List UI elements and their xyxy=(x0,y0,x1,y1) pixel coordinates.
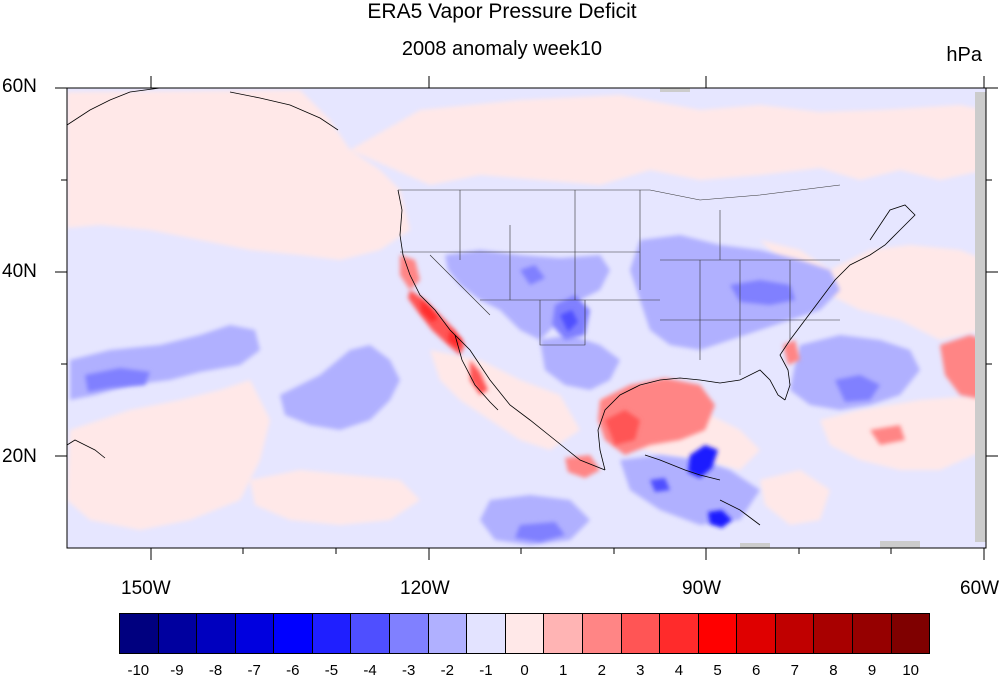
colorbar-swatch xyxy=(698,614,738,653)
colorbar-label: 4 xyxy=(674,662,684,679)
colorbar-swatch xyxy=(428,614,468,653)
colorbar-swatch xyxy=(737,614,776,653)
colorbar-swatch xyxy=(891,614,930,653)
colorbar-swatch xyxy=(814,614,853,653)
colorbar-label: -2 xyxy=(440,662,454,679)
colorbar-swatch xyxy=(660,614,699,653)
colorbar-label: -9 xyxy=(170,662,184,679)
colorbar-swatch xyxy=(351,614,391,653)
lat-label-60n: 60N xyxy=(2,76,37,97)
positive-hot-areas xyxy=(420,300,462,348)
us-state-borders xyxy=(398,184,841,375)
colorbar-swatch xyxy=(621,614,661,653)
colorbar-swatch xyxy=(467,614,506,653)
colorbar-label: 7 xyxy=(790,662,799,679)
colorbar-label: -7 xyxy=(247,662,261,679)
colorbar-label: -10 xyxy=(127,662,150,679)
colorbar-label: 6 xyxy=(752,662,761,679)
colorbar-label: 10 xyxy=(902,662,920,679)
lon-label-90w: 90W xyxy=(682,578,722,599)
lat-label-20n: 20N xyxy=(2,446,37,467)
colorbar-label: 8 xyxy=(829,662,838,679)
colorbar-swatch xyxy=(235,614,275,653)
colorbar-label: 3 xyxy=(636,662,645,679)
coastlines xyxy=(67,88,916,526)
map-subtitle: 2008 anomaly week10 xyxy=(401,38,603,60)
no-data-patches xyxy=(660,88,986,548)
colorbar-label: -1 xyxy=(479,662,493,679)
colorbar-swatch xyxy=(274,614,313,653)
lat-label-40n: 40N xyxy=(2,261,37,282)
lon-label-60w: 60W xyxy=(960,578,1000,599)
colorbar-label: 5 xyxy=(713,662,722,679)
axis-ticks xyxy=(55,76,998,560)
colorbar-swatch xyxy=(505,614,545,653)
map-title: ERA5 Vapor Pressure Deficit xyxy=(367,0,637,23)
colorbar-label: -5 xyxy=(324,662,339,679)
colorbar-swatch xyxy=(544,614,583,653)
negative-deep-areas xyxy=(560,310,670,492)
lon-label-150w: 150W xyxy=(121,578,171,599)
colorbar-swatch xyxy=(158,614,198,653)
negative-strong-areas xyxy=(688,445,732,528)
colorbar-swatch xyxy=(390,614,429,653)
anomaly-map xyxy=(55,76,998,560)
colorbar xyxy=(119,613,930,654)
colorbar-label: -6 xyxy=(286,662,300,679)
colorbar-label: -8 xyxy=(208,662,223,679)
lon-label-120w: 120W xyxy=(400,578,450,599)
colorbar-swatch xyxy=(197,614,236,653)
colorbar-swatch xyxy=(775,614,815,653)
colorbar-label: -4 xyxy=(363,662,377,679)
colorbar-swatch xyxy=(120,614,159,653)
colorbar-label: -3 xyxy=(401,662,416,679)
colorbar-label: 2 xyxy=(597,662,606,679)
colorbar-label: 9 xyxy=(867,662,877,679)
units-label: hPa xyxy=(946,44,982,66)
colorbar-swatch xyxy=(582,614,622,653)
colorbar-swatch xyxy=(852,614,892,653)
colorbar-label: 1 xyxy=(558,662,568,679)
colorbar-swatch xyxy=(312,614,352,653)
map-frame xyxy=(66,87,987,549)
colorbar-label: 0 xyxy=(520,662,529,679)
